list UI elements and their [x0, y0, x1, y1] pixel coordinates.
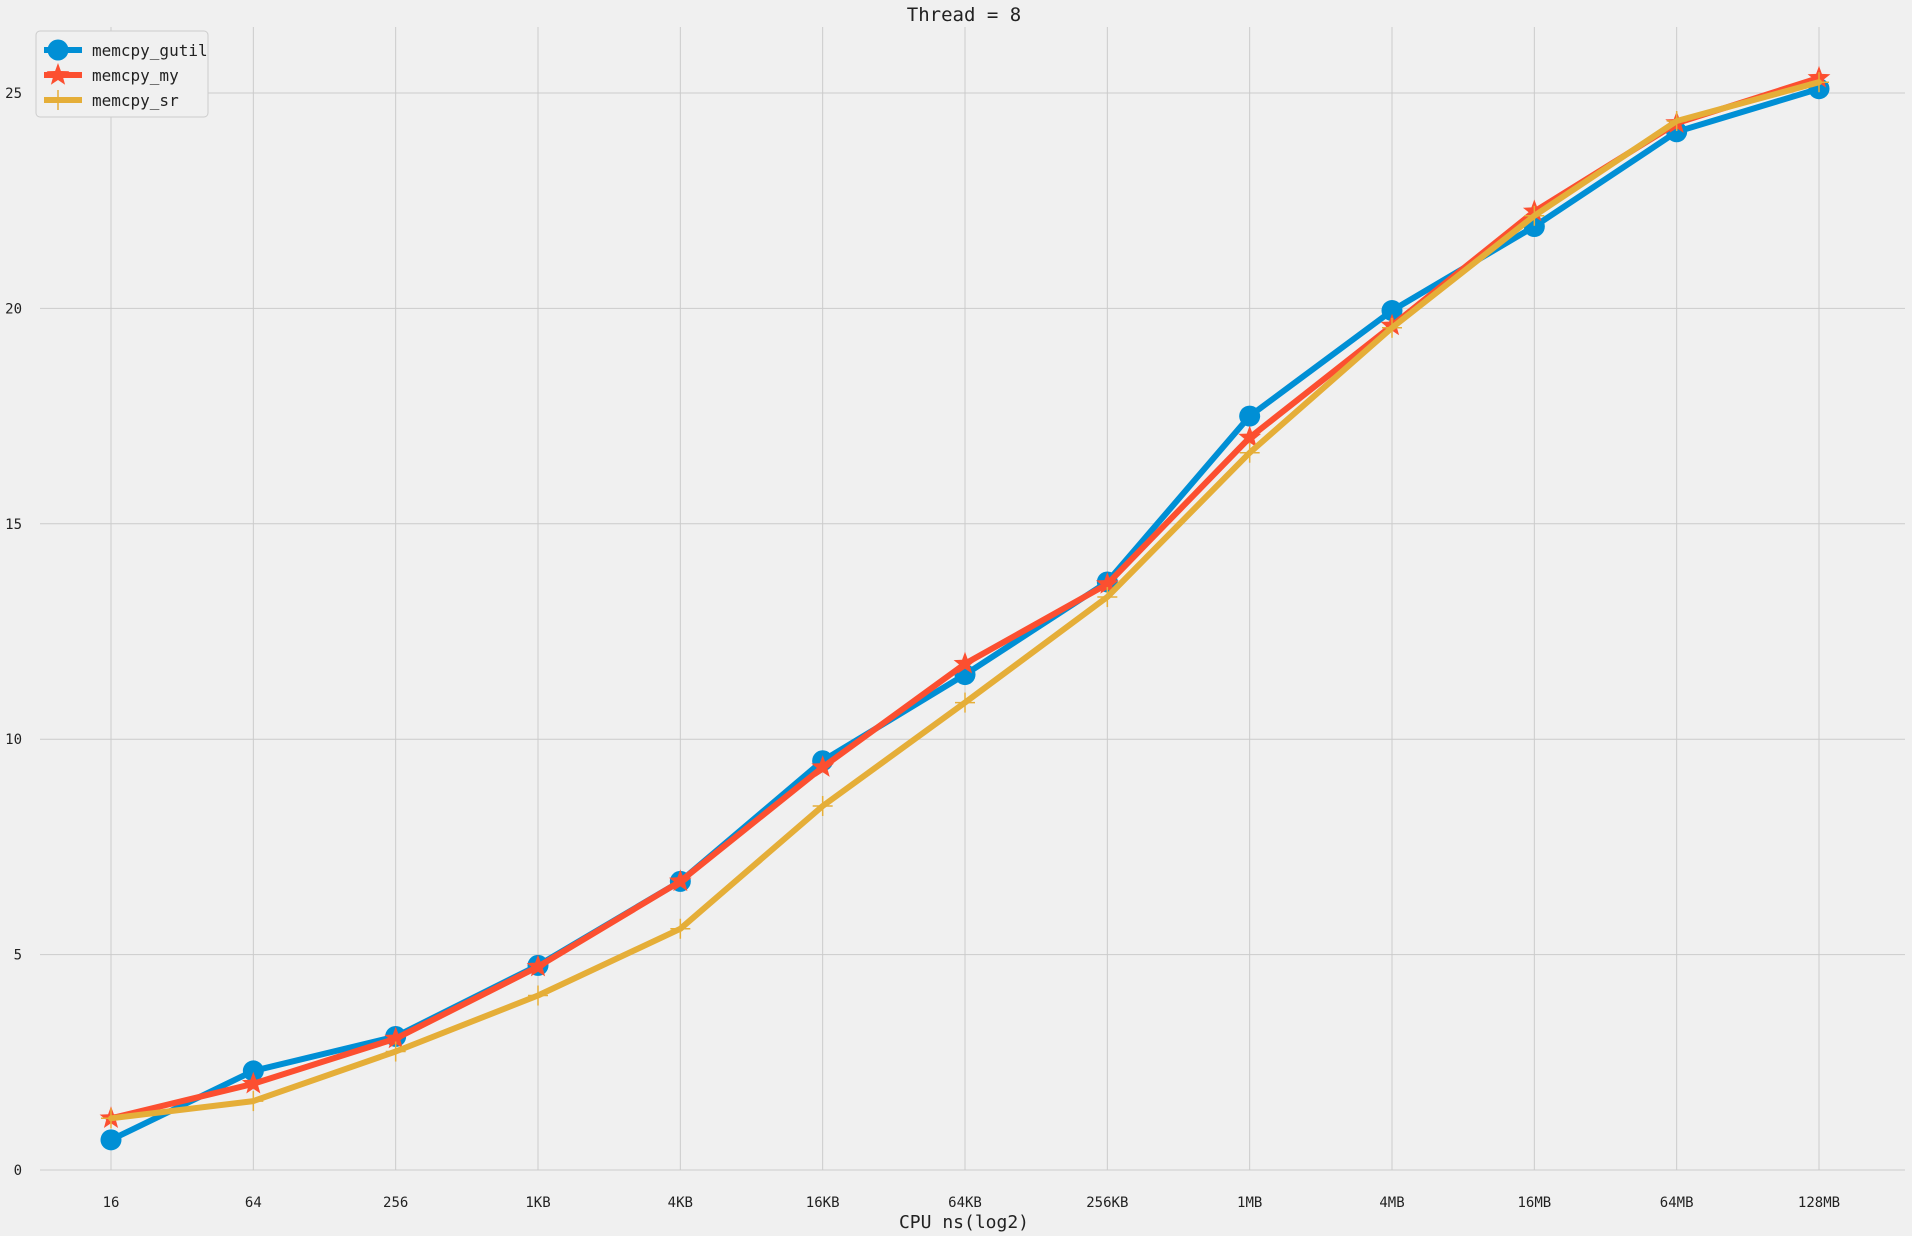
data-point-memcpy_sr — [812, 795, 833, 816]
data-point-memcpy_gutil — [1381, 300, 1403, 322]
data-point-memcpy_sr — [385, 1041, 406, 1062]
legend-marker — [48, 90, 68, 110]
y-tick-label: 25 — [5, 86, 22, 102]
x-tick-label: 64KB — [948, 1195, 982, 1211]
data-point-memcpy_my — [953, 651, 977, 674]
data-point-memcpy_my — [241, 1071, 265, 1094]
legend: memcpy_gutil memcpy_my memcpy_sr — [35, 30, 209, 118]
data-point-memcpy_sr — [1524, 205, 1545, 226]
data-point-memcpy_gutil — [100, 1129, 122, 1151]
data-point-memcpy_my — [668, 869, 692, 892]
x-tick-label: 4MB — [1379, 1195, 1404, 1211]
x-tick-label: 256KB — [1086, 1195, 1128, 1211]
x-tick-label: 64MB — [1660, 1195, 1694, 1211]
y-tick-label: 5 — [14, 948, 22, 964]
legend-marker — [47, 39, 69, 61]
x-axis-label: CPU ns(log2) — [899, 1212, 1029, 1233]
legend-label: memcpy_sr — [92, 91, 179, 110]
data-point-memcpy_sr — [101, 1108, 121, 1129]
data-point-memcpy_sr — [1666, 111, 1687, 132]
x-tick-label: 16MB — [1517, 1195, 1551, 1211]
data-point-memcpy_sr — [528, 985, 548, 1006]
tick-labels: 16 64 256 1KB 4KB 16KB 64KB 256KB 1MB 4MB 16MB 64MB… — [5, 86, 1840, 1211]
legend-item-memcpy_my: memcpy_my — [44, 63, 179, 85]
data-point-memcpy_sr — [1097, 587, 1118, 608]
y-tick-label: 0 — [14, 1163, 22, 1179]
legend-label: memcpy_gutil — [92, 41, 208, 60]
x-tick-label: 1MB — [1237, 1195, 1262, 1211]
data-point-memcpy_sr — [1382, 317, 1402, 338]
data-point-memcpy_sr — [670, 918, 691, 939]
data-point-memcpy_my — [811, 755, 835, 777]
chart-title: Thread = 8 — [907, 4, 1021, 26]
x-tick-label: 16 — [103, 1195, 120, 1211]
x-tick-label: 64 — [245, 1195, 262, 1211]
series — [99, 65, 1831, 1151]
data-point-memcpy_my — [1095, 572, 1119, 594]
x-tick-label: 1KB — [525, 1195, 550, 1211]
x-tick-label: 128MB — [1798, 1195, 1840, 1211]
x-tick-label: 16KB — [806, 1195, 840, 1211]
legend-item-memcpy_sr: memcpy_sr — [44, 90, 179, 110]
data-point-memcpy_gutil — [1239, 405, 1261, 427]
data-point-memcpy_sr — [955, 692, 975, 713]
data-point-memcpy_my — [526, 954, 550, 977]
x-tick-label: 256 — [383, 1195, 408, 1211]
legend-marker — [46, 63, 70, 85]
data-point-memcpy_gutil — [242, 1060, 264, 1082]
data-point-memcpy_sr — [1809, 72, 1829, 93]
data-point-memcpy_my — [384, 1026, 408, 1049]
legend-label: memcpy_my — [92, 66, 179, 85]
data-point-memcpy_sr — [243, 1091, 264, 1112]
data-point-memcpy_my — [1238, 425, 1262, 448]
series-memcpy_sr — [101, 72, 1829, 1129]
y-tick-label: 20 — [5, 301, 22, 317]
legend-item-memcpy_gutil: memcpy_gutil — [44, 39, 208, 61]
y-tick-label: 10 — [5, 732, 22, 748]
data-point-memcpy_sr — [1239, 442, 1260, 463]
x-tick-label: 4KB — [668, 1195, 693, 1211]
y-tick-label: 15 — [5, 517, 22, 533]
